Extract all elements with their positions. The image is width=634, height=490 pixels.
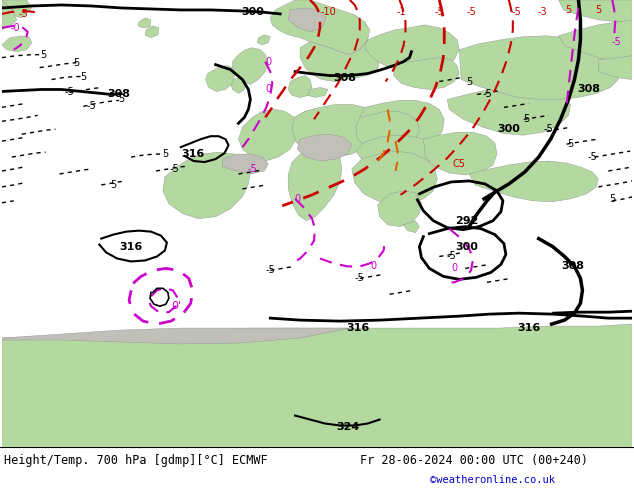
Polygon shape: [598, 56, 632, 79]
Text: -3: -3: [538, 7, 548, 17]
Polygon shape: [308, 88, 328, 98]
Polygon shape: [559, 20, 632, 62]
Polygon shape: [145, 26, 159, 38]
Text: -5: -5: [355, 273, 365, 283]
Polygon shape: [365, 25, 459, 74]
Text: 300: 300: [498, 124, 521, 134]
Polygon shape: [2, 324, 632, 447]
Text: 0': 0': [171, 301, 181, 311]
Text: 300: 300: [241, 7, 264, 17]
Text: -1: -1: [397, 7, 406, 17]
Text: 0: 0: [451, 264, 457, 273]
Text: -5: -5: [434, 7, 444, 17]
Polygon shape: [292, 104, 378, 157]
Text: 316: 316: [517, 323, 540, 333]
Polygon shape: [238, 109, 298, 161]
Text: 5: 5: [609, 194, 616, 204]
Polygon shape: [2, 0, 16, 30]
Text: -5: -5: [466, 7, 476, 17]
Text: 324: 324: [336, 422, 359, 433]
Text: -5: -5: [544, 124, 553, 134]
Text: 0: 0: [294, 194, 300, 204]
Polygon shape: [424, 132, 497, 175]
Polygon shape: [270, 0, 370, 55]
Text: 5: 5: [162, 149, 168, 159]
Text: 316: 316: [181, 149, 204, 159]
Text: -5: -5: [247, 164, 257, 174]
Text: ©weatheronline.co.uk: ©weatheronline.co.uk: [430, 475, 555, 485]
Text: -5: -5: [86, 101, 96, 111]
Text: 316: 316: [119, 242, 143, 251]
Text: -5: -5: [611, 37, 621, 47]
Text: -5: -5: [65, 87, 74, 98]
Polygon shape: [2, 36, 32, 52]
Polygon shape: [356, 135, 433, 171]
Polygon shape: [469, 161, 598, 202]
Text: 5: 5: [118, 95, 124, 104]
Polygon shape: [163, 152, 250, 219]
Polygon shape: [205, 66, 235, 92]
Polygon shape: [359, 100, 444, 155]
Polygon shape: [378, 191, 422, 227]
Polygon shape: [447, 87, 571, 135]
Polygon shape: [138, 18, 151, 28]
Text: 308: 308: [333, 73, 356, 82]
Text: 316: 316: [346, 323, 370, 333]
Polygon shape: [257, 35, 270, 45]
Text: -0: -0: [11, 23, 20, 33]
Polygon shape: [300, 40, 380, 81]
Text: 5: 5: [81, 72, 86, 81]
Text: 292: 292: [455, 216, 479, 226]
Text: 0: 0: [265, 57, 271, 67]
Polygon shape: [2, 0, 32, 18]
Text: 308: 308: [108, 90, 131, 99]
Polygon shape: [288, 75, 312, 98]
Text: 5: 5: [466, 76, 472, 87]
Text: 5: 5: [110, 180, 116, 190]
Text: -10: -10: [320, 7, 336, 17]
Text: 0: 0: [371, 262, 377, 271]
Polygon shape: [231, 77, 245, 94]
Text: 5: 5: [566, 5, 572, 15]
Text: -5: -5: [266, 266, 275, 275]
Text: Fr 28-06-2024 00:00 UTC (00+240): Fr 28-06-2024 00:00 UTC (00+240): [360, 454, 588, 467]
Text: 5: 5: [567, 139, 574, 149]
Polygon shape: [2, 328, 350, 344]
Text: -5: -5: [446, 251, 456, 262]
Text: 5: 5: [41, 49, 47, 60]
Text: -5: -5: [588, 152, 597, 162]
Text: -5: -5: [482, 90, 492, 99]
Polygon shape: [288, 8, 326, 32]
Polygon shape: [394, 58, 459, 90]
Polygon shape: [297, 134, 352, 161]
Text: Height/Temp. 700 hPa [gdmp][°C] ECMWF: Height/Temp. 700 hPa [gdmp][°C] ECMWF: [4, 454, 268, 467]
Polygon shape: [233, 48, 268, 84]
Text: -5: -5: [170, 164, 179, 174]
Text: -5: -5: [512, 7, 522, 17]
Polygon shape: [352, 151, 437, 205]
Polygon shape: [403, 220, 420, 233]
Text: 5: 5: [595, 5, 602, 15]
Text: 308: 308: [561, 262, 584, 271]
Text: -5: -5: [19, 9, 29, 19]
Text: 308: 308: [577, 84, 600, 95]
Text: 5: 5: [74, 58, 79, 68]
Polygon shape: [288, 144, 342, 220]
Text: 5: 5: [524, 114, 530, 124]
Text: 0: 0: [265, 84, 271, 95]
Text: C5: C5: [453, 159, 465, 169]
Text: 300: 300: [456, 242, 479, 251]
Polygon shape: [223, 154, 268, 174]
Polygon shape: [356, 111, 420, 153]
Polygon shape: [295, 109, 322, 129]
Polygon shape: [559, 0, 632, 25]
Polygon shape: [459, 36, 620, 99]
